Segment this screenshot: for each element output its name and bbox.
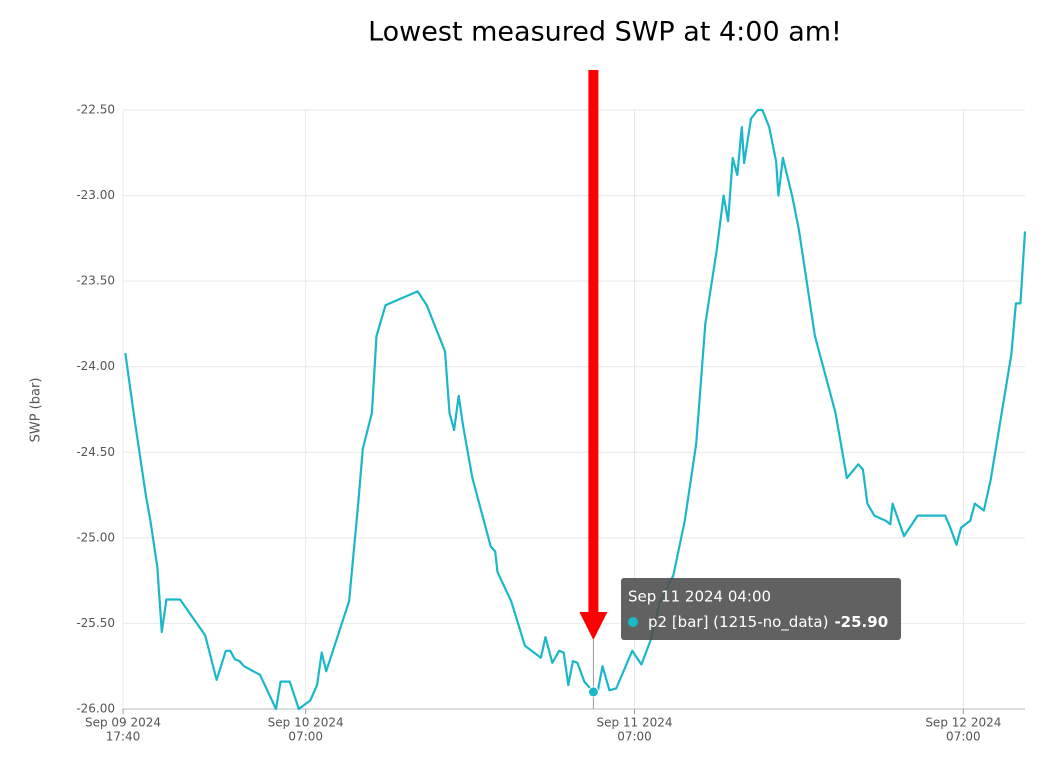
arrow-shaft bbox=[588, 70, 599, 615]
y-axis-label: SWP (bar) bbox=[29, 378, 44, 443]
tooltip-box bbox=[621, 578, 901, 640]
x-tick-label: 17:40 bbox=[106, 730, 141, 744]
x-tick-label: 07:00 bbox=[617, 730, 652, 744]
y-tick-label: -24.50 bbox=[76, 445, 115, 459]
y-tick-label: -25.50 bbox=[76, 616, 115, 630]
x-tick-label: Sep 10 2024 bbox=[268, 716, 344, 730]
grid bbox=[122, 109, 1025, 710]
annotation: Lowest measured SWP at 4:00 am! bbox=[368, 17, 842, 48]
tooltip-value: -25.90 bbox=[834, 613, 888, 631]
highlight-point bbox=[587, 686, 599, 698]
y-tick-label: -23.00 bbox=[76, 188, 115, 202]
x-tick-label: 07:00 bbox=[946, 730, 981, 744]
y-tick-label: -23.50 bbox=[76, 274, 115, 288]
x-tick-label: Sep 09 2024 bbox=[85, 716, 161, 730]
x-tick-label: Sep 11 2024 bbox=[596, 716, 672, 730]
x-tick-label: 07:00 bbox=[288, 730, 323, 744]
arrow-head bbox=[579, 612, 608, 640]
tooltip-series: p2 [bar] (1215-no_data) bbox=[648, 613, 828, 632]
tooltip-swatch bbox=[628, 617, 638, 627]
tooltip-text: p2 [bar] (1215-no_data) -25.90 bbox=[648, 613, 888, 632]
y-tick-label: -26.00 bbox=[76, 702, 115, 716]
y-tick-label: -25.00 bbox=[76, 530, 115, 544]
tooltip-title: Sep 11 2024 04:00 bbox=[628, 588, 771, 606]
y-tick-label: -24.00 bbox=[76, 359, 115, 373]
x-tick-label: Sep 12 2024 bbox=[925, 716, 1001, 730]
y-tick-label: -22.50 bbox=[76, 103, 115, 117]
